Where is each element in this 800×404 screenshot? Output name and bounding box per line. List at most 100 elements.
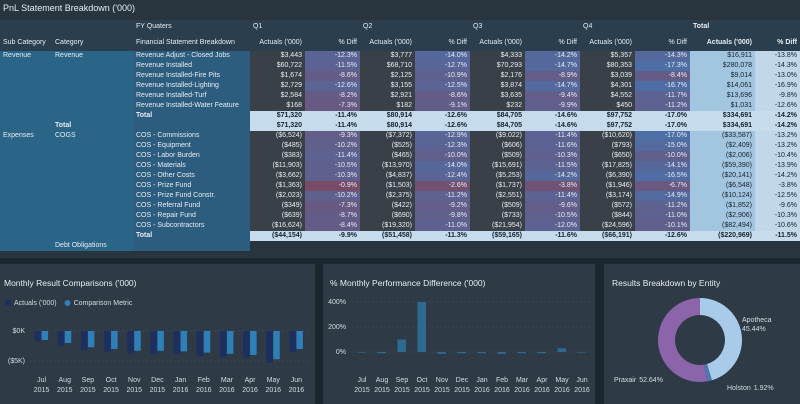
x-tick-label: Sep 2015 (394, 377, 410, 394)
row-label (52, 181, 133, 191)
cell: ($2,551) (470, 191, 525, 201)
legend-label: Actuals ('000) (14, 300, 57, 307)
cell: ($6,524) (250, 131, 305, 141)
row-label (52, 191, 133, 201)
cell: -9.8% (755, 91, 800, 101)
row-label: Debt Obligations (52, 241, 133, 251)
cell: $2,921 (360, 91, 415, 101)
bar (57, 331, 65, 346)
table-row: Expenses COGS COS - Commissions ($6,524) -9.… (0, 131, 800, 141)
header-cell: Actuals ('000) (690, 34, 755, 51)
table-row: Revenue Revenue Revenue Adjust - Closed Jo… (0, 51, 800, 61)
cell: $3,874 (470, 81, 525, 91)
cell: ($9,022) (470, 131, 525, 141)
cell: -12.5% (415, 81, 470, 91)
cell: -11.2% (635, 201, 690, 211)
x-tick-label: Aug 2015 (56, 377, 73, 394)
bar (517, 352, 526, 354)
cell: $3,155 (360, 81, 415, 91)
cell: -17.0% (635, 131, 690, 141)
cell: ($2,006) (690, 151, 755, 161)
table-row: Revenue Installed-Turf $2,584 -8.2% $2,921-… (0, 91, 800, 101)
table-row: Total $71,320 -11.4% $80,914 -12.6% $84,705 -1… (0, 121, 800, 131)
row-label (52, 71, 133, 81)
cell: -14.3% (635, 51, 690, 61)
header-cell: % Diff (635, 34, 690, 51)
cell: $4,333 (470, 51, 525, 61)
cell: -17.0% (635, 121, 690, 131)
row-label: Revenue Installed (133, 61, 250, 71)
cell: -12.6% (755, 101, 800, 111)
cell: ($1,852) (690, 201, 755, 211)
cell: -13.2% (755, 131, 800, 141)
cell: ($1,737) (470, 181, 525, 191)
header-row: FY Quaters Q1 Q2 Q3 Q4 Total (0, 20, 800, 34)
bar (111, 331, 118, 349)
bar (180, 331, 188, 352)
x-tick-label: Mar 2016 (514, 377, 530, 394)
legend-label: Comparison Metric (74, 300, 133, 307)
table-row: COS - Subcontractors ($16,624) -8.4% ($19,3… (0, 221, 800, 231)
bar (437, 352, 446, 354)
cell: $4,301 (580, 81, 635, 91)
cell: $71,320 (250, 111, 305, 121)
cell: ($1,946) (580, 181, 635, 191)
header-cell: Actuals ('000) (360, 34, 415, 51)
cell: -10.1% (635, 221, 690, 231)
cell: -8.6% (305, 71, 360, 81)
cell: ($650) (580, 151, 635, 161)
cell: -14.2% (525, 51, 580, 61)
cell: $4,552 (580, 91, 635, 101)
row-label (0, 111, 52, 121)
row-label (0, 181, 52, 191)
cell: $1,674 (250, 71, 305, 81)
cell: -14.0% (415, 51, 470, 61)
cell: ($1,503) (360, 181, 415, 191)
charts: $0K ($5K) Actuals ('000) Comparison Metric 0… (5, 298, 774, 392)
cell: ($11,903) (250, 161, 305, 171)
cell: -12.6% (415, 111, 470, 121)
row-label: Revenue Installed-Lighting (133, 81, 250, 91)
bar (87, 331, 95, 348)
bar (497, 352, 506, 354)
bar (196, 331, 204, 357)
y-tick-label: 400% (328, 299, 346, 306)
row-label (0, 151, 52, 161)
cell: ($6,548) (690, 181, 755, 191)
x-tick-label: Jul 2015 (354, 377, 370, 394)
header-cell (0, 20, 133, 34)
header-cell: Q4 (580, 20, 690, 34)
y-tick-label: 0% (336, 349, 346, 356)
cell: -8.6% (415, 91, 470, 101)
bar (134, 331, 141, 351)
bar (357, 352, 366, 353)
cell: ($220,969) (690, 231, 755, 241)
cell: -11.4% (525, 131, 580, 141)
bar (377, 352, 386, 354)
cell: -12.9% (415, 131, 470, 141)
y-tick-label: ($5K) (8, 358, 25, 365)
cell: ($16,624) (250, 221, 305, 231)
x-tick-label: Aug 2015 (374, 377, 390, 394)
cell: $70,293 (470, 61, 525, 71)
row-label: COS - Referral Fund (133, 201, 250, 211)
cell: -12.3% (305, 51, 360, 61)
cell: ($844) (580, 211, 635, 221)
cell: ($59,165) (470, 231, 525, 241)
cell: ($33,587) (690, 131, 755, 141)
x-tick-label: Feb 2016 (494, 377, 510, 394)
cell: -14.2% (755, 171, 800, 181)
cell: $334,691 (690, 121, 755, 131)
row-label: Revenue Installed-Water Feature (133, 101, 250, 111)
row-label (0, 61, 52, 71)
header-cell: Category (52, 34, 133, 51)
bar (273, 331, 280, 360)
chart-title: % Monthly Performance Difference ('000) (330, 278, 486, 288)
x-tick-label: Nov 2015 (434, 377, 450, 394)
row-label: COS - Prize Fund (133, 181, 250, 191)
cell: -13.0% (755, 71, 800, 81)
header-cell: % Diff (755, 34, 800, 51)
cell: $2,176 (470, 71, 525, 81)
bar (243, 331, 250, 358)
cell: -11.0% (635, 211, 690, 221)
